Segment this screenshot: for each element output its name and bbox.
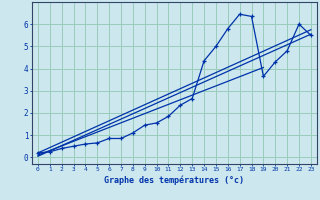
X-axis label: Graphe des températures (°c): Graphe des températures (°c) bbox=[104, 175, 244, 185]
